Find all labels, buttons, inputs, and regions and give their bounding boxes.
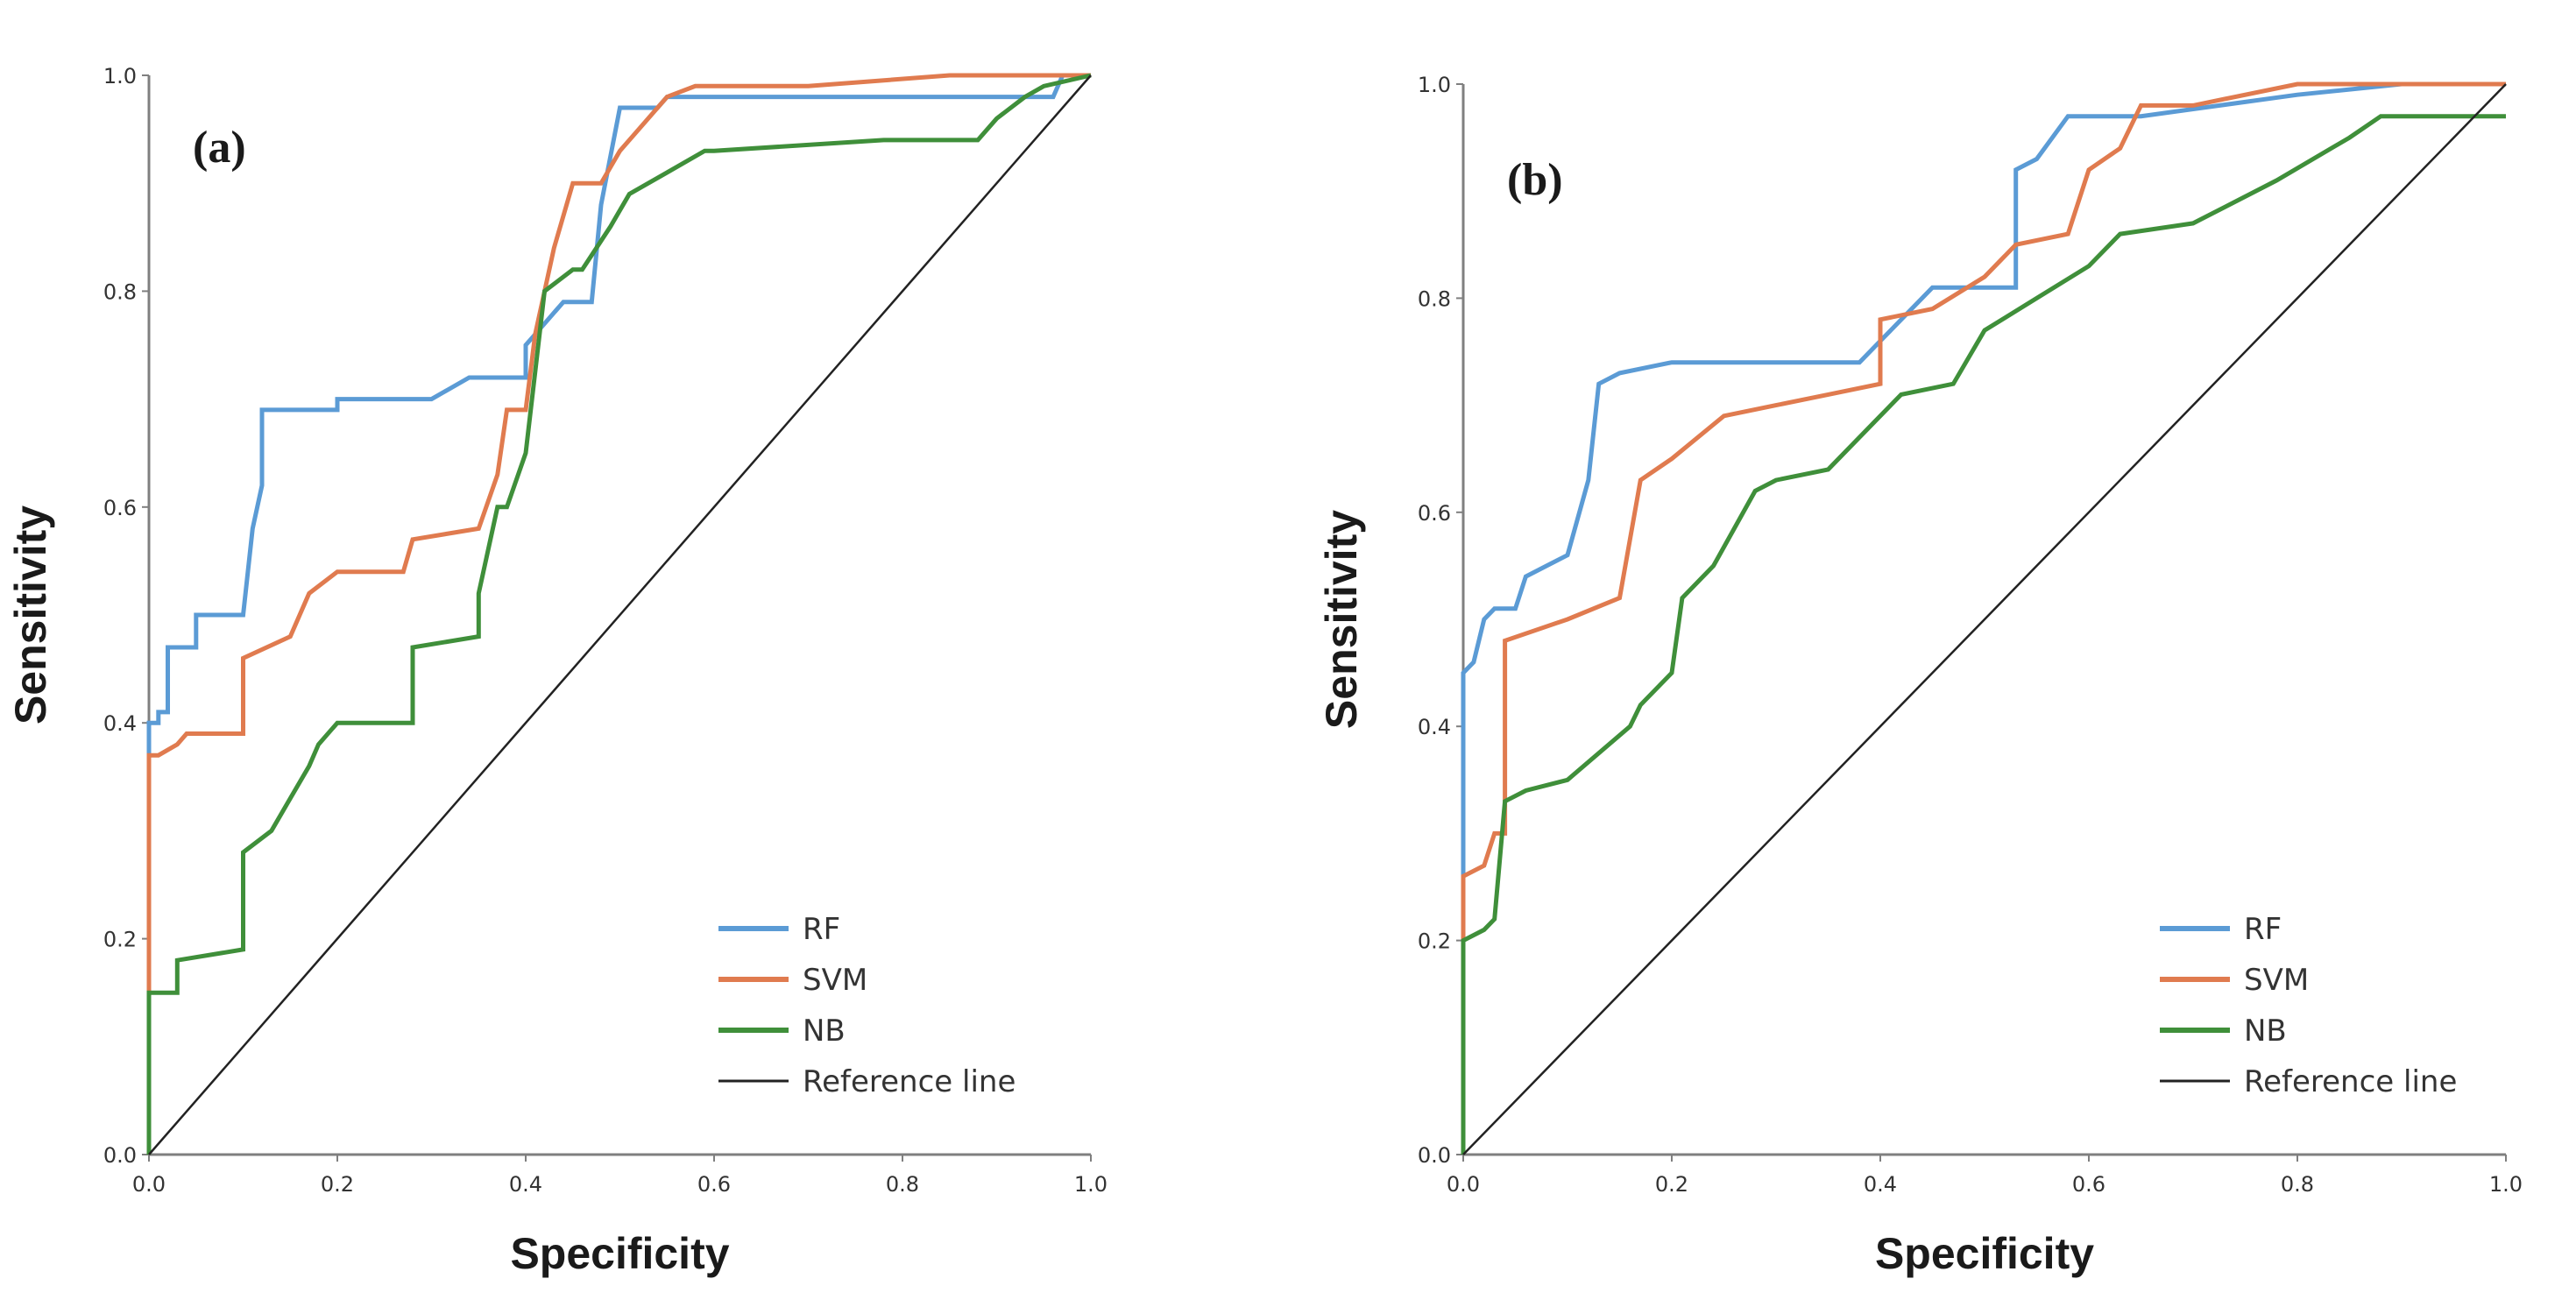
x-tick-label: 0.4 [509, 1172, 542, 1197]
x-tick-label: 0.4 [1864, 1172, 1897, 1197]
x-tick-label: 0.8 [886, 1172, 919, 1197]
x-tick-label: 0.2 [1655, 1172, 1688, 1197]
x-tick-label: 0.6 [2072, 1172, 2105, 1197]
y-tick-label: 0.6 [103, 496, 137, 520]
x-tick-label: 0.6 [697, 1172, 731, 1197]
legend-label-svm: SVM [2244, 963, 2309, 998]
y-tick-label: 0.6 [1418, 501, 1451, 526]
y-axis-title: Sensitivity [1317, 510, 1366, 729]
y-tick-label: 1.0 [1418, 73, 1451, 97]
x-axis-title: Specificity [1875, 1229, 2094, 1278]
panel-label: (b) [1507, 155, 1563, 205]
panel-label: (a) [193, 123, 246, 173]
y-tick-label: 0.0 [103, 1143, 137, 1168]
x-axis-title: Specificity [510, 1229, 729, 1278]
legend-label-reference-line: Reference line [2244, 1064, 2457, 1099]
x-tick-label: 0.0 [1447, 1172, 1480, 1197]
x-tick-label: 0.2 [321, 1172, 354, 1197]
legend-label-rf: RF [2244, 912, 2282, 947]
x-tick-label: 1.0 [2489, 1172, 2523, 1197]
y-tick-label: 1.0 [103, 64, 137, 88]
legend-label-rf: RF [803, 912, 840, 947]
legend-label-nb: NB [2244, 1014, 2287, 1049]
series-line-reference-line [1462, 83, 2507, 1155]
series-line-nb [146, 73, 1092, 1155]
series-line-reference-line [148, 74, 1092, 1155]
legend-label-nb: NB [803, 1014, 846, 1049]
x-tick-label: 0.0 [132, 1172, 166, 1197]
series-line-rf [146, 73, 1091, 1155]
panel-b: 0.0 0.2 0.4 0.6 0.8 1.0 0.0 0.2 0.4 0.6 0.8 1.0 Spec… [1317, 73, 2523, 1278]
y-tick-label: 0.0 [1418, 1143, 1451, 1168]
series-line-svm [146, 73, 1091, 1155]
y-tick-label: 0.8 [1418, 286, 1451, 311]
y-tick-label: 0.2 [103, 928, 137, 952]
series-line-rf [1461, 81, 2506, 1155]
y-tick-label: 0.4 [103, 711, 137, 736]
y-tick-label: 0.4 [1418, 715, 1451, 739]
y-axis-title: Sensitivity [6, 505, 55, 724]
x-tick-label: 0.8 [2281, 1172, 2314, 1197]
x-tick-label: 1.0 [1074, 1172, 1108, 1197]
legend-label-reference-line: Reference line [803, 1064, 1016, 1099]
series-line-nb [1461, 114, 2506, 1155]
y-tick-label: 0.8 [103, 279, 137, 304]
series-line-svm [1461, 81, 2506, 1155]
panel-a: 0.0 0.2 0.4 0.6 0.8 1.0 0.0 0.2 0.4 0.6 0.8 1.0 Spec… [6, 64, 1108, 1278]
legend-label-svm: SVM [803, 963, 867, 998]
y-tick-label: 0.2 [1418, 929, 1451, 954]
